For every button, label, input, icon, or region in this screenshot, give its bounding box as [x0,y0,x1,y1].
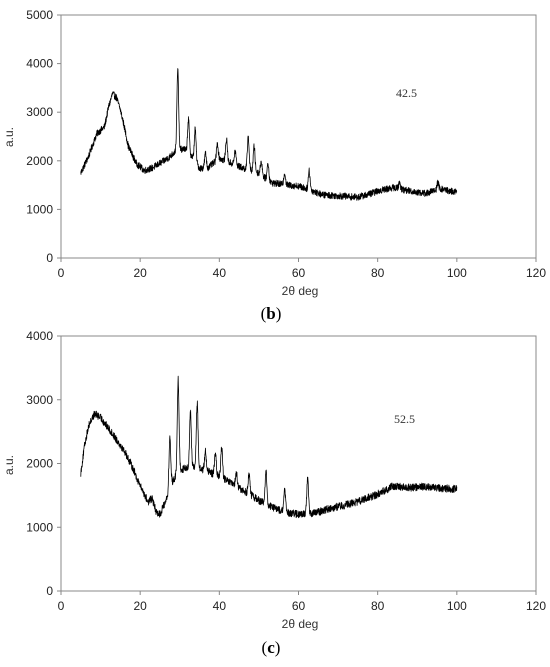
y-tick-label: 0 [46,584,53,598]
y-tick-label: 4000 [26,329,53,343]
y-tick-label: 0 [46,251,53,265]
x-tick-label: 60 [292,266,306,280]
y-tick-label: 2000 [26,154,53,168]
plot-frame-c [60,335,537,592]
x-tick-label: 60 [292,599,306,613]
x-tick-label: 0 [58,599,65,613]
plot-area-b: 0 20 40 60 80 100 120 0 1000 2000 3000 4000 5000 [26,8,546,280]
annotation-b: 42.5 [396,86,417,100]
x-tick-label: 40 [213,599,227,613]
series-line-c [80,375,458,519]
x-tick-label: 0 [58,266,65,280]
panel-letter-b: b [266,304,275,323]
x-axis-title-c: 2θ deg [282,617,319,631]
y-tick-label: 3000 [26,105,53,119]
x-tick-label: 80 [371,599,385,613]
y-tick-label: 4000 [26,57,53,71]
panel-letter-c: c [267,638,275,657]
y-axis-title-b: a.u. [2,127,16,147]
series-line-b [80,68,458,201]
chart-panel-c: 0 20 40 60 80 100 120 0 1000 2000 3000 4000 52.5 2θ… [2,329,546,657]
x-tick-label: 120 [526,266,546,280]
y-tick-label: 1000 [26,202,53,216]
y-axis-title-c: a.u. [2,455,16,475]
x-tick-label: 100 [447,599,467,613]
plot-frame-b [60,14,537,259]
annotation-c: 52.5 [394,412,415,426]
y-tick-label: 1000 [26,520,53,534]
chart-panel-b: 0 20 40 60 80 100 120 0 1000 2000 3000 4000 5000 42.… [2,8,546,323]
y-tick-label: 5000 [26,8,53,22]
x-tick-label: 100 [447,266,467,280]
x-axis-title-b: 2θ deg [282,284,319,298]
x-tick-label: 120 [526,599,546,613]
x-tick-label: 80 [371,266,385,280]
plot-area-c: 0 20 40 60 80 100 120 0 1000 2000 3000 4000 [26,329,546,613]
y-tick-label: 2000 [26,457,53,471]
panel-label-c: (c) [262,638,281,657]
x-tick-label: 20 [133,266,147,280]
y-tick-label: 3000 [26,393,53,407]
x-tick-label: 40 [213,266,227,280]
x-tick-label: 20 [133,599,147,613]
panel-label-b: (b) [261,304,282,323]
